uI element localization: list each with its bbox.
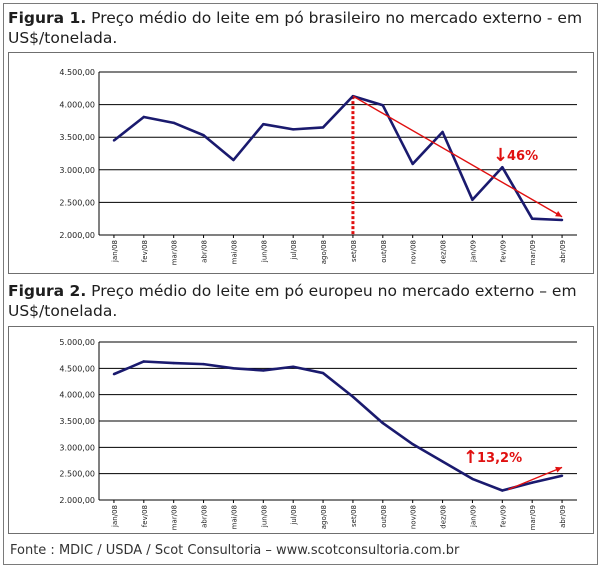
data-point [351, 395, 355, 398]
data-point [112, 372, 116, 376]
data-point [262, 122, 265, 126]
y-tick-label: 3.000,00 [59, 166, 95, 175]
data-point [501, 165, 504, 169]
x-tick-label: dez/08 [440, 240, 448, 264]
data-point [321, 126, 325, 129]
annotation-label: 13,2% [477, 451, 522, 466]
x-tick-label: fev/09 [499, 240, 507, 262]
chart2-frame: 2.000,00 2.500,00 3.000,00 3.500,00 4.000,00… [8, 326, 594, 534]
y-tick-label: 2.000,00 [59, 496, 95, 505]
figure1-caption-text: Preço médio do leite em pó brasileiro no… [8, 9, 583, 47]
data-point [560, 474, 564, 477]
data-point [381, 421, 385, 425]
y-tick-label: 3.500,00 [59, 133, 95, 142]
data-point [560, 218, 564, 222]
x-tick-label: jan/08 [111, 240, 119, 263]
data-point [172, 361, 175, 365]
x-tick-label: dez/08 [440, 505, 448, 529]
trend-arrow-line [352, 95, 563, 218]
x-tick-label: fev/08 [141, 240, 149, 262]
data-point [530, 217, 534, 220]
data-point [232, 367, 235, 370]
x-tick-label: nov/08 [410, 505, 418, 529]
x-tick-label: mar/09 [529, 505, 537, 530]
x-tick-label: jun/08 [260, 240, 268, 263]
x-tick-label: jan/08 [111, 505, 119, 528]
outer-frame [3, 3, 598, 565]
chart1: 2.000,00 2.500,00 3.000,00 3.500,00 4.000,00… [59, 68, 577, 265]
y-tick-label: 5.000,00 [59, 338, 95, 347]
annotation-label: 46% [507, 149, 538, 164]
y-tick-label: 4.500,00 [59, 364, 95, 373]
x-tick-label: jul/08 [290, 240, 298, 261]
figure2-caption: Figura 2. Preço médio do leite em pó eur… [8, 281, 596, 321]
x-tick-label: abr/08 [201, 240, 209, 263]
data-point [232, 158, 235, 162]
figure2-caption-label: Figura 2. [8, 282, 87, 300]
data-point [381, 104, 385, 107]
x-tick-label: nov/08 [410, 240, 418, 264]
data-point [142, 115, 146, 119]
data-point [441, 130, 444, 134]
data-point [530, 481, 534, 484]
series-line [113, 360, 563, 492]
data-point [202, 134, 205, 137]
x-tick-label: mai/08 [230, 505, 238, 529]
x-tick-label: abr/08 [201, 505, 209, 528]
x-tick-label: mar/09 [529, 240, 537, 265]
data-point [411, 442, 414, 446]
data-point [172, 121, 175, 125]
x-tick-label: jul/08 [290, 505, 298, 526]
x-tick-label: set/08 [350, 240, 358, 262]
figure1-caption-label: Figura 1. [8, 9, 87, 27]
x-tick-label: mar/08 [171, 505, 179, 530]
x-tick-label: abr/09 [559, 240, 567, 263]
y-tick-label: 2.000,00 [59, 231, 95, 240]
x-tick-label: mai/08 [230, 240, 238, 264]
x-tick-label: out/08 [380, 240, 388, 263]
data-point [321, 371, 325, 375]
data-point [291, 365, 295, 368]
x-tick-label: ago/08 [320, 240, 328, 264]
y-tick-label: 4.000,00 [59, 391, 95, 400]
chart1-frame: 2.000,00 2.500,00 3.000,00 3.500,00 4.000,00… [8, 52, 594, 274]
chart2: 2.000,00 2.500,00 3.000,00 3.500,00 4.000,00… [59, 338, 577, 530]
data-point [441, 460, 444, 463]
source-note: Fonte : MDIC / USDA / Scot Consultoria –… [10, 543, 460, 558]
annotation-arrow-icon: ↑ [463, 447, 478, 468]
data-point [411, 162, 414, 166]
y-tick-label: 2.500,00 [59, 470, 95, 479]
data-point [202, 362, 205, 366]
x-tick-label: jan/09 [469, 505, 477, 528]
y-tick-label: 3.000,00 [59, 443, 95, 452]
data-point [501, 489, 504, 492]
annotation-arrow-icon: ↓ [493, 145, 508, 166]
x-tick-label: jan/09 [469, 240, 477, 263]
data-point [471, 198, 474, 201]
data-point [471, 477, 474, 481]
x-tick-label: jun/08 [260, 505, 268, 528]
y-tick-label: 3.500,00 [59, 417, 95, 426]
data-point [262, 369, 265, 372]
figure1-caption: Figura 1. Preço médio do leite em pó bra… [8, 8, 596, 48]
trend-arrow-head [555, 210, 563, 217]
series-line [113, 94, 563, 222]
x-tick-label: mar/08 [171, 240, 179, 265]
data-point [112, 139, 116, 142]
x-tick-label: out/08 [380, 505, 388, 528]
y-tick-label: 2.500,00 [59, 198, 95, 207]
x-tick-label: abr/09 [559, 505, 567, 528]
figure2-caption-text: Preço médio do leite em pó europeu no me… [8, 282, 577, 320]
y-tick-label: 4.500,00 [59, 68, 95, 77]
trend-arrow-line [508, 466, 563, 491]
data-point [142, 360, 146, 363]
x-tick-label: ago/08 [320, 505, 328, 529]
data-point [291, 128, 295, 131]
x-tick-label: fev/08 [141, 505, 149, 527]
trend-arrow-head [555, 466, 563, 473]
x-tick-label: fev/09 [499, 505, 507, 527]
y-tick-label: 4.000,00 [59, 101, 95, 110]
x-tick-label: set/08 [350, 505, 358, 527]
